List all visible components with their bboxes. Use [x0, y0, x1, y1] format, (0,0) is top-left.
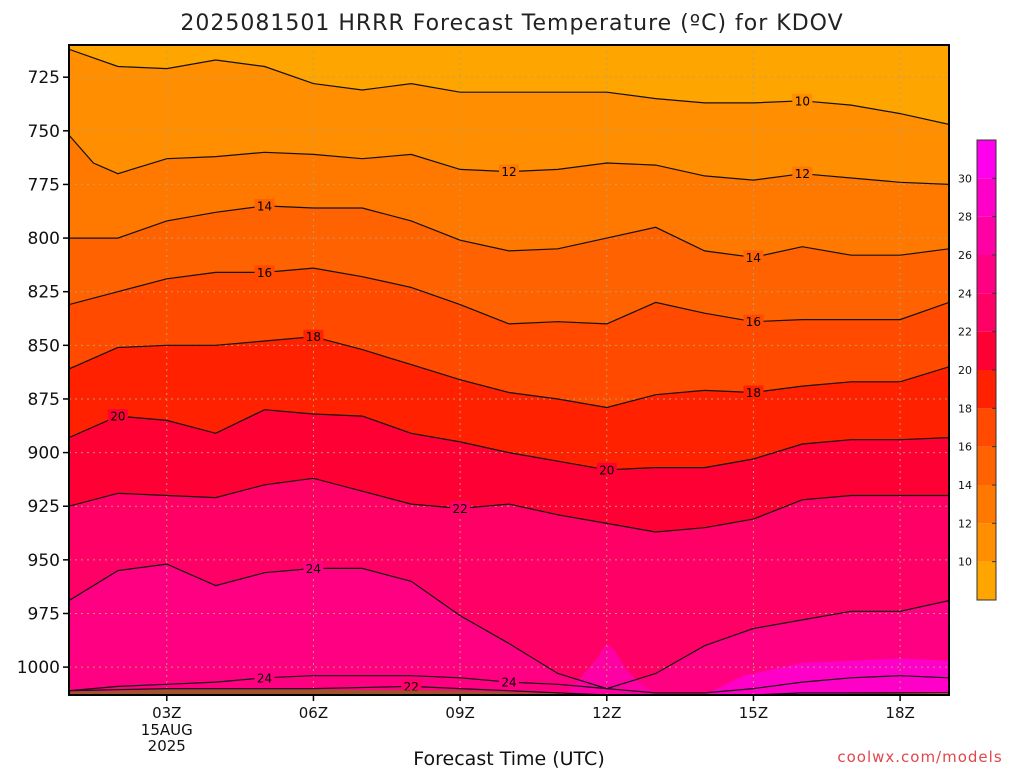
colorbar-swatch	[977, 178, 996, 217]
contour-label-bg	[303, 329, 324, 344]
contour-label-bg	[743, 385, 764, 400]
colorbar-swatch	[977, 446, 996, 485]
contour-label: 16	[746, 315, 761, 329]
colorbar-swatch	[977, 561, 996, 600]
contour-label: 24	[501, 676, 516, 690]
y-tick-label: 1000	[17, 658, 60, 678]
x-tick-label: 03Z	[152, 704, 181, 722]
y-tick-label: 875	[28, 390, 60, 410]
contour-label-bg	[743, 314, 764, 329]
chart-title: 2025081501 HRRR Forecast Temperature (ºC…	[180, 11, 843, 36]
x-tick-label: 09Z	[445, 704, 474, 722]
contour-label-bg	[254, 670, 275, 685]
contour-label-bg	[107, 409, 128, 424]
contour-label: 22	[452, 502, 467, 516]
y-tick-label: 950	[28, 551, 60, 571]
ground-surface	[69, 689, 949, 695]
contour-label: 12	[795, 167, 810, 181]
colorbar-swatch	[977, 331, 996, 370]
y-tick-label: 900	[28, 444, 60, 464]
contour-label: 12	[501, 165, 516, 179]
x-tick-label: 06Z	[299, 704, 328, 722]
colorbar-swatch	[977, 216, 996, 255]
y-tick-label: 825	[28, 283, 60, 303]
plot-frame	[68, 44, 950, 696]
credit-text: coolwx.com/models	[837, 748, 1002, 766]
contour-label: 16	[257, 266, 272, 280]
colorbar-swatch	[977, 255, 996, 294]
x-tick-label: 12Z	[592, 704, 621, 722]
colorbar-tick-label: 28	[958, 211, 972, 224]
contour-label: 24	[306, 562, 321, 576]
contour-label-bg	[792, 166, 813, 181]
colorbar-tick-label: 10	[958, 556, 972, 569]
contour-label-bg	[743, 250, 764, 265]
x-tick-label: 18Z	[885, 704, 914, 722]
x-axis-label: Forecast Time (UTC)	[413, 748, 604, 768]
colorbar-swatch	[977, 523, 996, 562]
colorbar: 10 12 14 16 18 20 22 24 26 28 30	[958, 139, 997, 601]
y-tick-label: 850	[28, 336, 60, 356]
y-tick-label: 725	[28, 68, 60, 88]
x-tick-sublabel: 2025	[148, 737, 186, 755]
colorbar-swatch	[977, 140, 996, 179]
contour-label: 24	[257, 671, 272, 685]
isotherm-22	[69, 477, 949, 533]
isotherm-18	[69, 336, 949, 409]
isotherm-14	[69, 205, 949, 259]
temp-band-24	[69, 564, 949, 695]
colorbar-tick-label: 18	[958, 402, 972, 415]
colorbar-tick-label: 22	[958, 326, 972, 339]
colorbar-tick-label: 16	[958, 441, 972, 454]
colorbar-tick-label: 20	[958, 364, 972, 377]
contour-label-bg	[254, 265, 275, 280]
contour-label-bg	[303, 561, 324, 576]
isotherm-22	[69, 685, 949, 695]
warm-pocket	[548, 643, 676, 695]
colorbar-tick-label: 26	[958, 249, 972, 262]
contour-label: 14	[257, 199, 272, 213]
contour-label-bg	[499, 675, 519, 690]
x-tick-label: 15Z	[739, 704, 768, 722]
contour-label-bg	[450, 501, 471, 516]
contour-label: 14	[746, 251, 761, 265]
contour-label: 10	[795, 94, 810, 108]
isotherm-24	[69, 563, 949, 690]
y-tick-label: 975	[28, 604, 60, 624]
contour-label: 20	[110, 410, 125, 424]
y-tick-label: 775	[28, 175, 60, 195]
colorbar-tick-label: 24	[958, 287, 972, 300]
contour-label-bg	[401, 679, 422, 694]
y-tick-label: 750	[28, 122, 60, 142]
contour-label-bg	[596, 462, 617, 477]
hot-pocket	[704, 658, 949, 695]
colorbar-tick-label: 14	[958, 479, 972, 492]
y-tick-label: 800	[28, 229, 60, 249]
contour-label: 20	[599, 463, 614, 477]
colorbar-swatch	[977, 408, 996, 447]
isotherm-16	[69, 267, 949, 325]
colorbar-tick-label: 12	[958, 517, 972, 530]
colorbar-swatch	[977, 370, 996, 409]
axes: 725 750 775 800 825 850 875 900 925 950 975 1000 03Z…	[17, 44, 950, 755]
colorbar-tick-label: 30	[958, 172, 972, 185]
contour-label: 18	[746, 386, 761, 400]
colorbar-swatch	[977, 293, 996, 332]
contour-label-bg	[254, 198, 275, 213]
contour-label-bg	[792, 93, 813, 108]
contour-label: 18	[306, 330, 321, 344]
x-tick-sublabel: 15AUG	[141, 721, 193, 739]
contour-label-bg	[499, 164, 519, 179]
y-tick-label: 925	[28, 497, 60, 517]
colorbar-swatch	[977, 485, 996, 524]
isotherm-20	[69, 409, 949, 471]
